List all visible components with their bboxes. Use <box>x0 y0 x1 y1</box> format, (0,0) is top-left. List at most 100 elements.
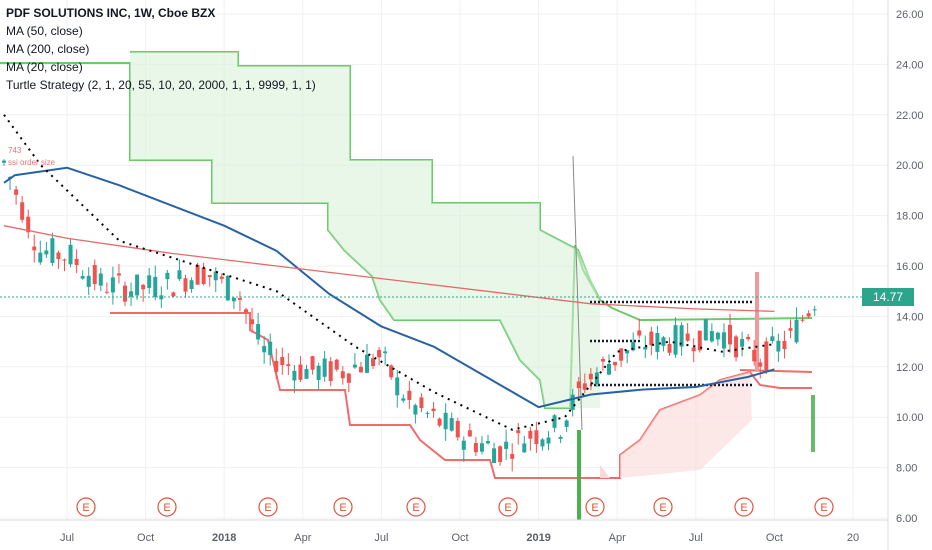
earnings-marker-label: E <box>591 502 598 514</box>
candle-body <box>752 349 757 362</box>
candle-body <box>244 309 248 313</box>
candle-body <box>582 383 587 390</box>
candle-body <box>389 365 394 378</box>
candle-body <box>237 298 242 300</box>
study-turtle-label[interactable]: Turtle Strategy (2, 1, 20, 55, 10, 20, 2… <box>6 78 316 92</box>
candle-body <box>123 285 127 302</box>
candle-body <box>667 344 672 353</box>
study-ma200-label[interactable]: MA (200, close) <box>6 42 90 56</box>
candle-body <box>32 246 37 251</box>
candle-body <box>171 292 176 297</box>
study-ma50-label[interactable]: MA (50, close) <box>6 24 83 38</box>
candle-body <box>812 309 817 311</box>
earnings-marker-icon[interactable] <box>734 497 754 517</box>
candle-body <box>116 273 121 276</box>
candle-body <box>292 370 297 381</box>
time-tick-label: Oct <box>451 532 468 544</box>
candle-body <box>316 365 321 381</box>
earnings-marker-icon[interactable] <box>406 497 426 517</box>
earnings-marker-icon[interactable] <box>498 497 518 517</box>
candle-body <box>631 342 636 351</box>
time-axis[interactable]: Jul Oct 2018 Apr Jul Oct 2019 Apr Jul Oct 20 <box>0 519 888 544</box>
turtle-red-fill-edge <box>600 465 610 478</box>
turtle-red-fill <box>595 372 752 478</box>
candle-body <box>262 346 267 353</box>
candle-body <box>461 440 466 450</box>
candle-body <box>328 361 333 381</box>
candle-body <box>734 336 739 358</box>
candle-body <box>207 275 212 278</box>
long-entry-signal-recent <box>811 395 815 452</box>
earnings-marker-label: E <box>82 502 89 514</box>
study-ma20-label[interactable]: MA (20, close) <box>6 60 83 74</box>
candle-body <box>455 420 460 438</box>
candle-body <box>377 350 382 358</box>
candle-body <box>643 346 648 350</box>
candle-body <box>74 258 79 265</box>
candle-body <box>625 350 630 354</box>
candle-body <box>250 319 255 325</box>
candle-body <box>201 267 206 285</box>
price-tick-label: 26.00 <box>896 9 924 21</box>
price-tick-label: 24.00 <box>896 59 924 71</box>
candle-body <box>183 278 188 292</box>
candle-body <box>395 377 400 396</box>
candle-body <box>443 412 448 430</box>
candle-body <box>20 202 25 220</box>
earnings-marker-icon[interactable] <box>157 497 177 517</box>
earnings-marker-icon[interactable] <box>585 497 605 517</box>
candle-body <box>673 325 678 355</box>
candle-body <box>764 341 769 371</box>
candle-body <box>788 328 793 331</box>
candle-body <box>26 216 31 233</box>
candle-body <box>68 244 73 265</box>
time-tick-label: Jul <box>60 532 74 544</box>
earnings-marker-icon[interactable] <box>653 497 673 517</box>
candle-body <box>56 252 61 260</box>
candle-body <box>570 394 575 410</box>
turtle-green-fill <box>130 52 600 408</box>
earnings-marker-icon[interactable] <box>76 497 96 517</box>
earnings-marker-label: E <box>339 502 346 514</box>
candle-body <box>703 319 708 341</box>
earnings-marker-icon[interactable] <box>333 497 353 517</box>
candle-body <box>98 273 103 286</box>
candle-body <box>383 351 388 354</box>
candle-body <box>758 362 763 367</box>
price-axis[interactable]: 6.00 8.00 10.00 12.00 14.00 16.00 18.00 20.00 22… <box>887 0 932 550</box>
candle-body <box>728 324 732 345</box>
candle-body <box>231 297 236 302</box>
earnings-marker-icon[interactable] <box>814 497 834 517</box>
candle-body <box>715 332 720 340</box>
candle-body <box>746 336 751 340</box>
candle-body <box>110 277 115 293</box>
candle-body <box>310 356 315 370</box>
time-tick-label: Apr <box>294 532 311 544</box>
candle-body <box>806 313 811 317</box>
candle-body <box>685 333 690 341</box>
candle-body <box>522 443 527 453</box>
candle-body <box>286 364 291 366</box>
candle-body <box>510 453 515 459</box>
candle-body <box>365 354 369 373</box>
time-tick-label: Oct <box>137 532 154 544</box>
earnings-marker-icon[interactable] <box>258 497 278 517</box>
candle-body <box>147 275 152 288</box>
price-tick-label: 18.00 <box>896 211 924 223</box>
price-tick-label: 14.00 <box>896 311 924 323</box>
candle-body <box>80 275 85 279</box>
symbol-title[interactable]: PDF SOLUTIONS INC, 1W, Cboe BZX <box>6 6 216 20</box>
candle-body <box>721 332 726 349</box>
turtle-upper-flat <box>639 317 813 321</box>
earnings-marker-label: E <box>412 502 419 514</box>
candle-body <box>44 250 49 255</box>
candle-body <box>516 430 521 434</box>
exit-signal <box>755 272 759 372</box>
candle-body <box>268 341 273 356</box>
candle-body <box>782 340 787 349</box>
candle-body <box>479 443 484 452</box>
candle-body <box>141 284 146 290</box>
candle-body <box>486 441 490 444</box>
